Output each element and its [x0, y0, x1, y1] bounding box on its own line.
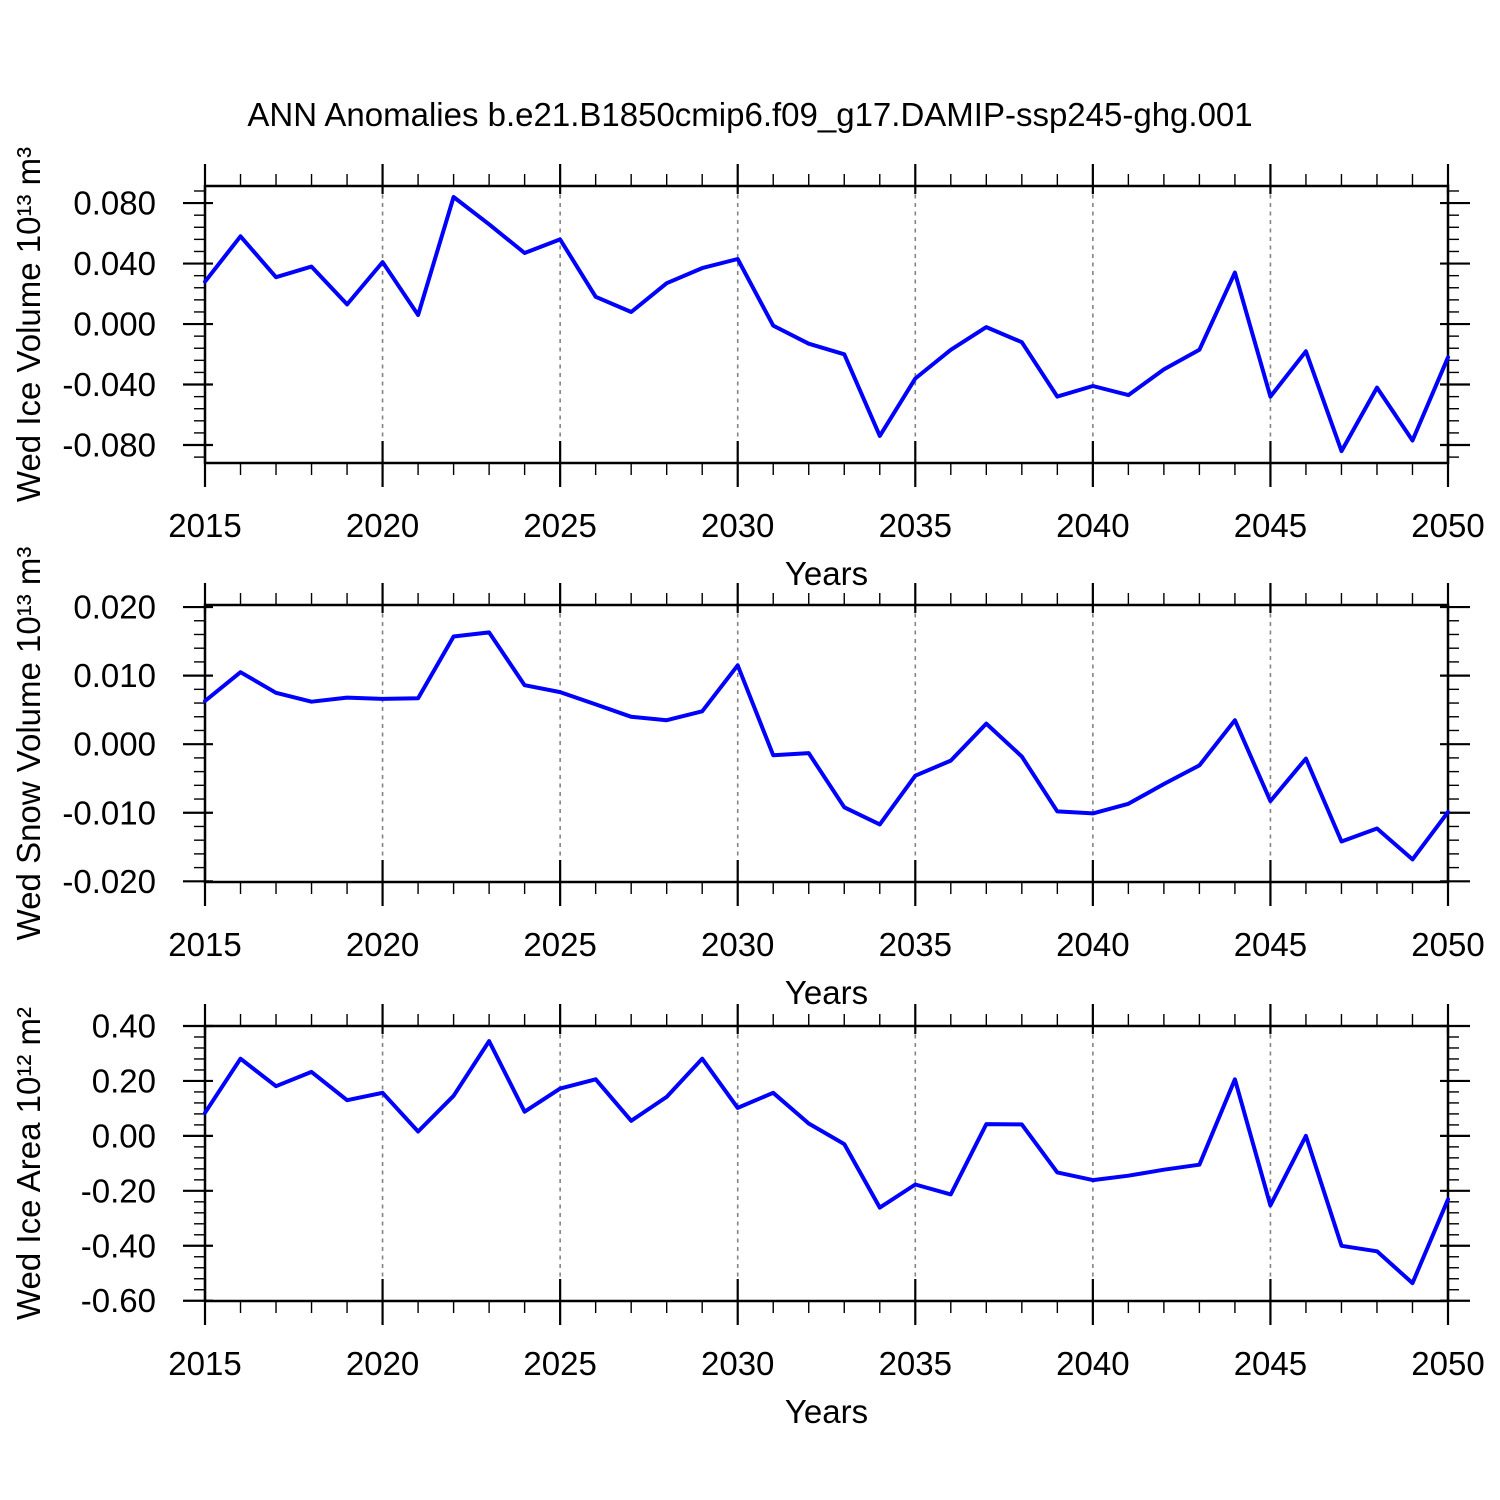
panel-ice-volume-ytick-label: -0.080: [62, 427, 156, 464]
panel-ice-volume-xtick-label: 2035: [879, 507, 952, 544]
panel-snow-volume-ytick-label: 0.020: [73, 589, 156, 626]
panel-ice-volume-xtick-label: 2015: [168, 507, 241, 544]
panel-snow-volume: 0.020 0.010 0.000 -0.010 -0.020 2015 2020 2025 2…: [10, 547, 1485, 1011]
panel-ice-area-xtick-label: 2025: [523, 1345, 596, 1382]
panel-ice-volume-xtick-label: 2040: [1056, 507, 1129, 544]
panel-snow-volume-ytick-label: 0.010: [73, 657, 156, 694]
panel-snow-volume-yaxis-title: Wed Snow Volume 10¹³ m³: [10, 547, 47, 941]
panel-ice-volume-xtick-label: 2045: [1234, 507, 1307, 544]
panel-ice-area-data-line: [203, 1039, 1450, 1286]
panel-ice-volume-frame: [203, 184, 1450, 465]
panel-ice-area-ytick-label: -0.20: [81, 1172, 156, 1209]
figure-title: ANN Anomalies b.e21.B1850cmip6.f09_g17.D…: [247, 96, 1253, 133]
panel-ice-volume-yaxis-title: Wed Ice Volume 10¹³ m³: [10, 147, 47, 502]
panel-ice-volume: 0.080 0.040 0.000 -0.040 -0.080 2015 2020 2025 2…: [10, 147, 1485, 592]
panel-ice-area-ytick-label: 0.20: [92, 1062, 156, 1099]
panel-snow-volume-xtick-label: 2025: [523, 926, 596, 963]
panel-snow-volume-xtick-label: 2040: [1056, 926, 1129, 963]
panel-ice-volume-ytick-label: -0.040: [62, 366, 156, 403]
panel-ice-area-xtick-label: 2040: [1056, 1345, 1129, 1382]
panel-ice-area-ytick-label: 0.00: [92, 1117, 156, 1154]
panel-snow-volume-xtick-label: 2035: [879, 926, 952, 963]
panel-ice-area-xtick-label: 2015: [168, 1345, 241, 1382]
panel-ice-volume-xtick-label: 2020: [346, 507, 419, 544]
panel-ice-volume-ytick-label: 0.000: [73, 306, 156, 343]
panel-ice-volume-xaxis-title: Years: [785, 555, 868, 592]
panel-snow-volume-frame: [203, 603, 1450, 884]
panel-ice-area-xtick-label: 2020: [346, 1345, 419, 1382]
panel-ice-area-xtick-label: 2035: [879, 1345, 952, 1382]
panel-ice-area-xtick-label: 2045: [1234, 1345, 1307, 1382]
panel-ice-area-ytick-label: -0.40: [81, 1227, 156, 1264]
panel-snow-volume-xaxis-title: Years: [785, 974, 868, 1011]
panel-ice-area-xaxis-title: Years: [785, 1393, 868, 1430]
panel-snow-volume-data-line: [203, 630, 1450, 862]
panel-snow-volume-xtick-label: 2030: [701, 926, 774, 963]
panel-snow-volume-ytick-label: 0.000: [73, 726, 156, 763]
panel-ice-area-frame: [203, 1024, 1450, 1303]
panel-snow-volume-ytick-label: -0.020: [62, 863, 156, 900]
panel-snow-volume-ytick-label: -0.010: [62, 794, 156, 831]
panel-ice-volume-xtick-label: 2050: [1411, 507, 1484, 544]
panel-ice-area-xtick-label: 2050: [1411, 1345, 1484, 1382]
panel-snow-volume-xtick-label: 2050: [1411, 926, 1484, 963]
panel-ice-volume-ytick-label: 0.040: [73, 245, 156, 282]
panel-ice-area-yaxis-title: Wed Ice Area 10¹² m²: [10, 1007, 47, 1320]
panel-ice-volume-xtick-label: 2030: [701, 507, 774, 544]
panel-ice-area-ytick-label: -0.60: [81, 1282, 156, 1319]
panel-ice-area-ytick-label: 0.40: [92, 1008, 156, 1045]
panel-snow-volume-xtick-label: 2015: [168, 926, 241, 963]
panel-ice-area-xtick-label: 2030: [701, 1345, 774, 1382]
panel-snow-volume-xtick-label: 2020: [346, 926, 419, 963]
panel-ice-volume-ytick-label: 0.080: [73, 185, 156, 222]
panel-ice-area: 0.40 0.20 0.00 -0.20 -0.40 -0.60 2015 2020 2025 2…: [10, 1004, 1485, 1430]
panel-ice-volume-data-line: [203, 195, 1450, 454]
panel-snow-volume-xtick-label: 2045: [1234, 926, 1307, 963]
panel-ice-volume-xtick-label: 2025: [523, 507, 596, 544]
